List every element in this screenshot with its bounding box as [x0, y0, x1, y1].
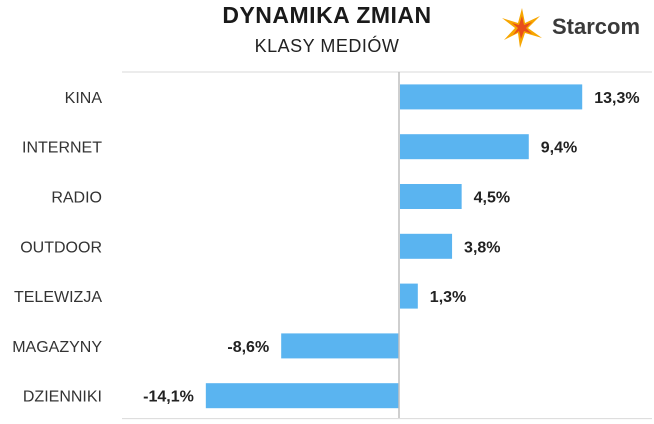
category-label: TELEWIZJA: [14, 289, 102, 306]
data-label: 4,5%: [474, 190, 510, 207]
data-label: 1,3%: [430, 289, 466, 306]
category-label: OUTDOOR: [20, 239, 102, 256]
bar: [400, 134, 529, 160]
star-icon: [502, 8, 542, 48]
data-label: -14,1%: [143, 389, 194, 406]
bar: [205, 383, 399, 409]
logo-text: Starcom: [552, 14, 641, 39]
bar: [400, 184, 462, 209]
chart-subtitle: KLASY MEDIÓW: [254, 36, 400, 56]
category-label: DZIENNIKI: [23, 389, 102, 406]
data-label: -8,6%: [227, 339, 269, 356]
bar: [400, 283, 418, 309]
bar: [400, 233, 453, 259]
category-label: INTERNET: [22, 140, 102, 157]
category-label: MAGAZYNY: [12, 339, 102, 356]
data-label: 3,8%: [464, 239, 500, 256]
starcom-logo: Starcom: [498, 6, 648, 50]
chart-title: DYNAMIKA ZMIAN: [222, 2, 432, 28]
category-label: RADIO: [51, 190, 102, 207]
bar: [400, 84, 583, 110]
bar: [281, 333, 399, 359]
category-label: KINA: [65, 90, 103, 107]
data-label: 9,4%: [541, 140, 577, 157]
data-label: 13,3%: [594, 90, 639, 107]
